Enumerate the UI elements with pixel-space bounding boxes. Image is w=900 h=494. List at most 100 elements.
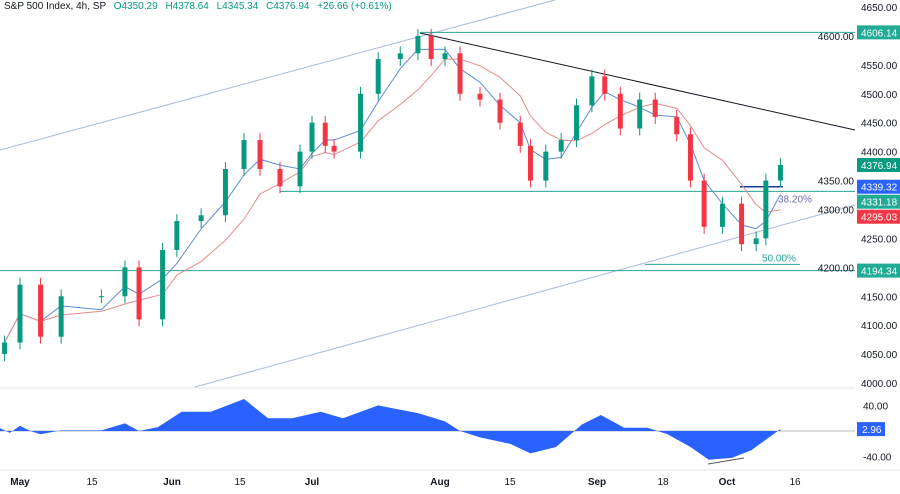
channel-upper-line (0, 0, 556, 151)
candle (527, 138, 533, 188)
oscillator-value-label: 2.96 (862, 425, 882, 436)
candle (777, 158, 783, 188)
price-badge (857, 157, 900, 172)
price-tick-label: 4550.00 (861, 61, 898, 72)
price-tick-label: 4300.00 (818, 205, 855, 216)
price-badge (857, 263, 900, 278)
candle-body (174, 221, 180, 250)
candle-body (397, 53, 403, 60)
candle (719, 196, 725, 234)
time-tick-label: 18 (657, 477, 669, 488)
candle-body (222, 168, 228, 216)
time-tick-label: Aug (430, 477, 449, 488)
candle (58, 289, 64, 344)
candle (617, 86, 623, 136)
oscillator-tick-label: -40.00 (863, 453, 892, 464)
candle-body (241, 140, 247, 169)
candle-body (375, 59, 381, 94)
symbol-legend: S&P 500 Index, 4h, SP O4350.29 H4378.64 … (4, 1, 392, 12)
price-badge (857, 179, 900, 194)
channel-lower-line (194, 204, 856, 388)
candle (331, 138, 337, 159)
time-tick-label: 16 (789, 477, 801, 488)
price-badge-label: 4339.32 (861, 183, 898, 194)
candle (753, 231, 759, 252)
candle-body (637, 99, 643, 129)
symbol-name[interactable]: S&P 500 Index, 4h, SP (4, 1, 106, 12)
time-tick-label: 15 (234, 477, 246, 488)
candle-body (558, 140, 564, 152)
candle-body (739, 203, 745, 245)
time-tick-label: Jun (163, 477, 181, 488)
candle (375, 52, 381, 101)
time-tick-label: May (10, 477, 30, 488)
price-tick-label: 4250.00 (861, 234, 898, 245)
candle (136, 260, 142, 327)
candle (122, 260, 128, 304)
candle-body (617, 93, 623, 129)
candle-body (602, 76, 608, 94)
candle (477, 86, 483, 107)
candle (701, 173, 707, 234)
candle-body (198, 215, 204, 222)
candle-body (297, 151, 303, 187)
candle (174, 214, 180, 257)
candle (589, 69, 595, 113)
candle-body (257, 140, 263, 169)
candle-body (442, 53, 448, 60)
change-value: +26.66 (+0.61%) (317, 1, 392, 12)
candle-body (719, 203, 725, 227)
candle (198, 208, 204, 228)
price-badge-label: 4606.14 (861, 28, 898, 39)
candle-body (701, 180, 707, 227)
candle (38, 277, 44, 344)
slow-moving-average (4, 58, 781, 343)
price-badge (857, 209, 900, 224)
price-badge-label: 4331.18 (861, 198, 898, 209)
candle-body (477, 93, 483, 100)
candle (637, 92, 643, 136)
candle-body (543, 151, 549, 181)
fast-moving-average (4, 48, 781, 343)
candle-body (517, 122, 523, 146)
candle-body (763, 180, 769, 239)
price-badge-label: 4295.03 (861, 213, 898, 224)
candle-body (136, 267, 142, 320)
price-tick-label: 4350.00 (818, 177, 855, 188)
low-value: L4345.34 (216, 1, 259, 12)
candle (415, 28, 421, 61)
time-tick-label: 15 (86, 477, 98, 488)
candle (687, 127, 693, 188)
price-badge-label: 4376.94 (861, 161, 898, 172)
price-badge (857, 194, 900, 209)
candle (442, 46, 448, 67)
candle-body (358, 93, 364, 152)
candle-body (331, 145, 337, 152)
price-tick-label: 4200.00 (818, 263, 855, 274)
fib-label: 50.00% (762, 253, 796, 264)
candle (322, 115, 328, 153)
candle (543, 144, 549, 188)
price-tick-label: 4650.00 (861, 3, 898, 14)
price-tick-label: 4150.00 (861, 292, 898, 303)
candle-body (527, 145, 533, 181)
candle (2, 335, 8, 362)
candle-body (777, 164, 783, 181)
candle (517, 115, 523, 153)
candle-body (753, 238, 759, 245)
price-badge-label: 4194.34 (861, 267, 898, 278)
candle (602, 69, 608, 101)
candle (222, 162, 228, 223)
candle (277, 162, 283, 194)
candle-body (589, 76, 595, 106)
candle-body (160, 249, 166, 320)
candle (17, 277, 23, 350)
candle-body (17, 284, 23, 343)
price-tick-label: 4000.00 (861, 379, 898, 390)
oscillator-tick-label: 40.00 (863, 401, 888, 412)
price-badge (857, 25, 900, 40)
candle (160, 243, 166, 327)
candle-body (457, 53, 463, 94)
